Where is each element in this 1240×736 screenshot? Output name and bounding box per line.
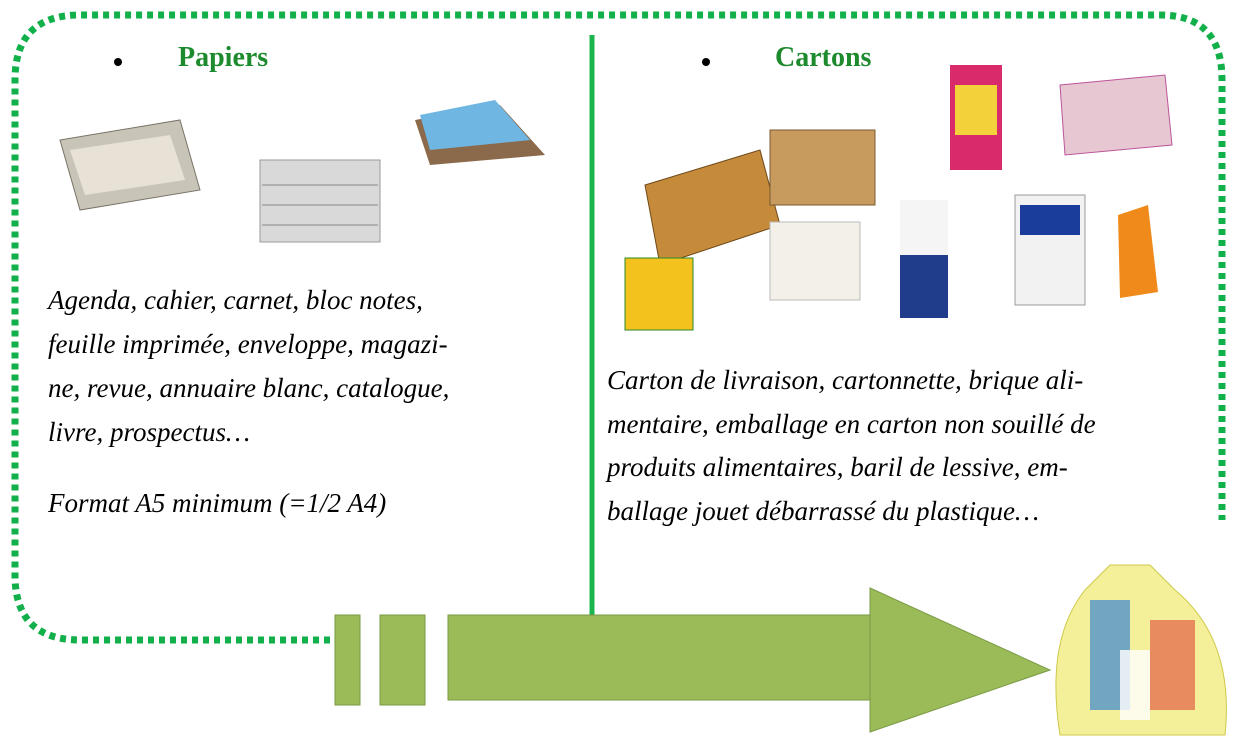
description-line: ballage jouet débarrassé du plastique… bbox=[607, 496, 1039, 527]
section-title: Papiers bbox=[178, 42, 268, 74]
description-line: feuille imprimée, enveloppe, magazi- bbox=[48, 329, 448, 360]
description-line: Agenda, cahier, carnet, bloc notes, bbox=[48, 285, 423, 316]
page: Papiers Agenda, cahier, carnet, bloc note… bbox=[0, 0, 1240, 736]
description-line: ne, revue, annuaire blanc, catalogue, bbox=[48, 373, 449, 404]
bullet bbox=[114, 58, 122, 66]
dotted-border bbox=[15, 15, 1222, 640]
carton-images bbox=[625, 65, 1172, 330]
description-line: mentaire, emballage en carton non souill… bbox=[607, 409, 1096, 440]
paper-images bbox=[60, 100, 545, 242]
description-line: Carton de livraison, cartonnette, brique… bbox=[607, 365, 1083, 396]
section-title: Cartons bbox=[775, 42, 871, 74]
recycling-bag bbox=[1056, 565, 1227, 735]
arrow bbox=[335, 588, 1050, 732]
note: Format A5 minimum (=1/2 A4) bbox=[48, 488, 386, 519]
description-line: livre, prospectus… bbox=[48, 417, 250, 448]
bullet bbox=[702, 58, 710, 66]
description-line: produits alimentaires, baril de lessive,… bbox=[607, 452, 1068, 483]
